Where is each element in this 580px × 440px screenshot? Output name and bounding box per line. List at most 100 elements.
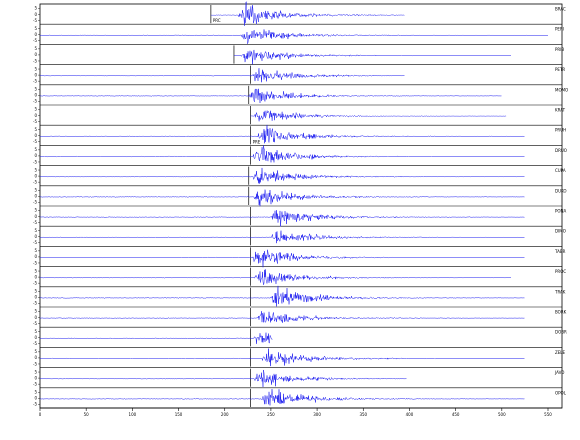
y-tick-label: 0 bbox=[34, 274, 37, 279]
y-tick-label: 0 bbox=[34, 396, 37, 401]
y-tick-label: -5 bbox=[33, 381, 37, 386]
y-tick-label: 0 bbox=[34, 173, 37, 178]
waveform-trace bbox=[39, 348, 525, 367]
y-tick-label: 0 bbox=[34, 295, 37, 300]
y-tick-label: -5 bbox=[33, 260, 37, 265]
station-label: PRUH bbox=[555, 128, 566, 133]
x-tick-label: 300 bbox=[313, 412, 321, 417]
station-label: PROC bbox=[555, 269, 566, 274]
station-label: BORK bbox=[555, 309, 567, 314]
y-tick-label: 5 bbox=[34, 208, 37, 213]
y-tick-label: -5 bbox=[33, 78, 37, 83]
waveform-trace bbox=[39, 189, 525, 207]
y-tick-label: 5 bbox=[34, 26, 37, 31]
y-tick-label: 5 bbox=[34, 268, 37, 273]
y-tick-label: -5 bbox=[33, 341, 37, 346]
waveform-trace bbox=[210, 1, 405, 26]
y-tick-label: 5 bbox=[34, 107, 37, 112]
y-tick-label: -5 bbox=[33, 38, 37, 43]
y-tick-label: 5 bbox=[34, 390, 37, 395]
station-label: DRUO bbox=[555, 148, 567, 153]
waveform-trace bbox=[39, 269, 512, 285]
y-tick-label: 0 bbox=[34, 355, 37, 360]
station-label: TRAK bbox=[554, 289, 566, 294]
pick-label: PRE bbox=[253, 139, 261, 144]
y-tick-label: -5 bbox=[33, 179, 37, 184]
station-label: DUKO bbox=[555, 188, 567, 193]
x-tick-label: 0 bbox=[39, 412, 42, 417]
station-label: PRIB bbox=[555, 47, 564, 52]
station-label: PETR bbox=[555, 67, 565, 72]
y-tick-label: -5 bbox=[33, 99, 37, 104]
y-tick-label: 0 bbox=[34, 375, 37, 380]
waveform-trace bbox=[39, 88, 502, 103]
waveform-trace bbox=[39, 285, 525, 307]
panel-frames: 50-5BRACPRC50-5PERI50-5PRIB50-5PETR50-5M… bbox=[33, 3, 568, 409]
station-label: MOMO bbox=[555, 87, 568, 92]
waveform-trace bbox=[233, 49, 512, 65]
y-tick-label: 0 bbox=[34, 254, 37, 259]
y-tick-label: 5 bbox=[34, 289, 37, 294]
y-tick-label: -5 bbox=[33, 240, 37, 245]
x-tick-label: 150 bbox=[175, 412, 183, 417]
y-tick-label: 5 bbox=[34, 167, 37, 172]
y-tick-label: -5 bbox=[33, 402, 37, 407]
station-label: BRAC bbox=[555, 6, 566, 11]
waveform-trace bbox=[39, 68, 405, 83]
waveform-trace bbox=[39, 369, 407, 387]
y-tick-label: 5 bbox=[34, 349, 37, 354]
pick-label: PRC bbox=[213, 18, 221, 23]
station-label: OPOL bbox=[555, 390, 567, 395]
station-label: DOBR bbox=[555, 330, 567, 335]
y-tick-label: -5 bbox=[33, 301, 37, 306]
station-label: TABR bbox=[554, 249, 566, 254]
y-tick-label: 5 bbox=[34, 248, 37, 253]
waveform-trace bbox=[40, 249, 525, 268]
y-tick-label: -5 bbox=[33, 280, 37, 285]
waveform-trace bbox=[39, 145, 525, 163]
y-tick-label: 0 bbox=[34, 335, 37, 340]
x-tick-label: 500 bbox=[498, 412, 506, 417]
x-tick-label: 50 bbox=[84, 412, 90, 417]
waveform-trace bbox=[39, 311, 525, 323]
y-tick-label: 0 bbox=[34, 12, 37, 17]
y-tick-label: 0 bbox=[34, 72, 37, 77]
y-tick-label: -5 bbox=[33, 220, 37, 225]
y-tick-label: -5 bbox=[33, 321, 37, 326]
waveform-traces bbox=[39, 1, 549, 406]
y-tick-label: 5 bbox=[34, 46, 37, 51]
y-tick-label: 0 bbox=[34, 194, 37, 199]
station-label: PONA bbox=[555, 208, 567, 213]
waveform-trace bbox=[250, 110, 507, 122]
waveform-trace bbox=[39, 210, 525, 227]
waveform-trace bbox=[39, 124, 525, 144]
waveform-trace bbox=[39, 389, 525, 406]
y-tick-label: -5 bbox=[33, 200, 37, 205]
x-tick-label: 350 bbox=[359, 412, 367, 417]
x-tick-label: 200 bbox=[221, 412, 229, 417]
station-label: CUPA bbox=[555, 168, 566, 173]
y-tick-label: -5 bbox=[33, 58, 37, 63]
station-label: JAVO bbox=[554, 370, 564, 375]
y-tick-label: -5 bbox=[33, 361, 37, 366]
y-tick-label: 0 bbox=[34, 32, 37, 37]
waveform-trace bbox=[39, 167, 525, 184]
y-tick-label: 0 bbox=[34, 153, 37, 158]
station-label: KRAT bbox=[555, 107, 566, 112]
y-tick-label: 5 bbox=[34, 127, 37, 132]
y-tick-label: 5 bbox=[34, 369, 37, 374]
x-tick-label: 100 bbox=[129, 412, 137, 417]
x-tick-label: 400 bbox=[406, 412, 414, 417]
y-tick-label: 5 bbox=[34, 147, 37, 152]
x-tick-label: 550 bbox=[544, 412, 552, 417]
y-tick-label: -5 bbox=[33, 18, 37, 23]
y-tick-label: 0 bbox=[34, 113, 37, 118]
waveform-trace bbox=[39, 230, 525, 244]
x-tick-label: 250 bbox=[267, 412, 275, 417]
y-tick-label: 5 bbox=[34, 188, 37, 193]
y-tick-label: 5 bbox=[34, 228, 37, 233]
waveform-trace bbox=[39, 29, 549, 44]
y-tick-label: 5 bbox=[34, 66, 37, 71]
y-tick-label: 0 bbox=[34, 214, 37, 219]
